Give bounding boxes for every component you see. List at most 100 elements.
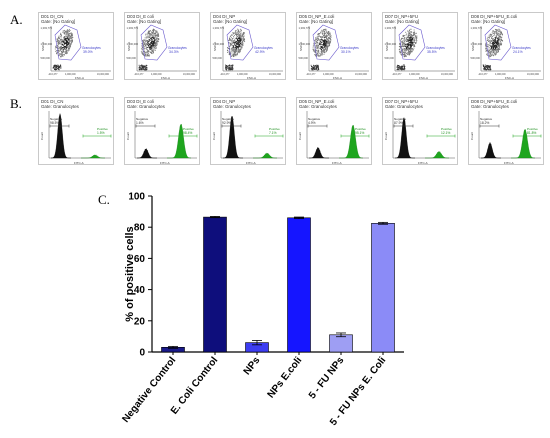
y-axis-label: SSC-A: [213, 42, 217, 51]
gate-label: Granulocytes: [426, 46, 445, 50]
row-label-b: B.: [10, 96, 22, 111]
y-tick-label: 1,000,000: [213, 42, 225, 46]
gate-label: Granulocytes: [82, 46, 101, 50]
y-tick-label: 500,000: [385, 56, 395, 60]
x-tick-label: -216,477: [134, 73, 144, 76]
scatter-panel-title: D03 DI_E coli Gate: [No Gating]: [127, 14, 162, 24]
y-tick-label: 1,000,000: [471, 42, 483, 46]
gate-percent: 30.1%: [341, 50, 351, 54]
x-tick-label: E. Coli Control: [169, 355, 221, 417]
positive-percent: 81.8%: [527, 131, 536, 135]
gate-label: Granulocytes: [340, 46, 359, 50]
histogram-panel-title: D07 DI_NP+5FU Gate: Granulocytes: [385, 99, 423, 109]
y-tick-label: 40: [134, 285, 146, 296]
x-tick-label: 16,000,000: [183, 73, 196, 76]
negative-percent: 1.6%: [136, 121, 144, 125]
y-tick-label: 100: [128, 192, 145, 203]
scatter-panel-title: D01 DI_CN Gate: [No Gating]: [41, 14, 76, 24]
scatter-panel: D08 DI_NP+5FU_E.coli Gate: [No Gating] 1,3…: [468, 12, 544, 80]
y-tick-label: 60: [134, 254, 146, 265]
positive-percent: 7.1%: [269, 131, 277, 135]
x-tick-label: Negative Control: [120, 355, 178, 425]
bar: [371, 223, 395, 353]
x-axis-label: FSC-A: [161, 76, 170, 80]
histogram-panel-title: D01 DI_CN Gate: Granulocytes: [41, 99, 79, 109]
positive-gate-label: Positive: [183, 127, 194, 131]
scatter-panel: D07 DI_NP+5FU Gate: [No Gating] 1,393,776 1…: [382, 12, 458, 80]
x-tick-label: -216,477: [48, 73, 58, 76]
y-axis-label: SSC-A: [385, 42, 389, 51]
x-tick-label: 16,000,000: [269, 73, 282, 76]
y-tick-label: 0: [139, 348, 145, 359]
y-tick-label: 500,000: [213, 56, 223, 60]
y-tick-label: 80: [134, 223, 146, 234]
y-axis-label: Count: [298, 132, 302, 140]
gate-label: Granulocytes: [254, 46, 273, 50]
x-tick-label: -216,477: [306, 73, 316, 76]
y-tick-label: 1,393,776: [471, 26, 483, 30]
x-tick-label: 16,000,000: [97, 73, 110, 76]
negative-gate-label: Negative: [50, 117, 62, 121]
x-axis-label: FITC-A: [160, 161, 170, 165]
gate-percent: 35.5%: [427, 50, 437, 54]
row-label-a: A.: [10, 12, 23, 27]
y-tick-label: 500,000: [127, 56, 137, 60]
y-axis-label: Count: [470, 132, 474, 140]
y-tick-label: 1,393,776: [213, 26, 225, 30]
x-axis-label: FSC-A: [247, 76, 256, 80]
x-tick-label: 4,000,000: [151, 73, 162, 76]
x-axis-label: FITC-A: [332, 161, 342, 165]
x-tick-label: 16,000,000: [441, 73, 454, 76]
gate-percent: 24.1%: [513, 50, 523, 54]
y-axis-label: Count: [126, 132, 130, 140]
x-tick-label: 4,000,000: [495, 73, 506, 76]
negative-percent: 87.9%: [394, 121, 403, 125]
y-tick-label: 500,000: [299, 56, 309, 60]
y-axis-label: SSC-A: [127, 42, 131, 51]
y-axis-label: Count: [212, 132, 216, 140]
histogram-panel: D01 DI_CN Gate: Granulocytes Count FITC-A Ne…: [38, 97, 114, 165]
scatter-panel: D01 DI_CN Gate: [No Gating] 1,393,776 1,000…: [38, 12, 114, 80]
x-axis-label: FITC-A: [74, 161, 84, 165]
y-tick-label: 1,393,776: [385, 26, 397, 30]
chart-axes: 0 20 40 60 80 100 % of positive cells: [124, 192, 404, 359]
histogram-panel-title: D05 DI_NP_E.coli Gate: Granulocytes: [299, 99, 337, 109]
x-axis-label: FITC-A: [504, 161, 514, 165]
y-axis-label: SSC-A: [41, 42, 45, 51]
positive-gate-label: Positive: [269, 127, 280, 131]
chart-bars: [161, 216, 395, 353]
y-tick-label: 1,000,000: [127, 42, 139, 46]
y-tick-label: 500,000: [41, 56, 51, 60]
y-tick-label: 1,393,776: [127, 26, 139, 30]
bar: [203, 216, 227, 353]
y-tick-label: 20: [134, 316, 146, 327]
row-label-c: C.: [98, 192, 110, 207]
y-axis-label: SSC-A: [299, 42, 303, 51]
x-tick-label: 4,000,000: [323, 73, 334, 76]
histogram-panel: D03 DI_E coli Gate: Granulocytes Count FITC…: [124, 97, 200, 165]
negative-percent: 98.5%: [50, 121, 59, 125]
x-axis-label: FITC-A: [418, 161, 428, 165]
y-axis-label: % of positive cells: [124, 226, 136, 321]
negative-gate-label: Negative: [308, 117, 320, 121]
negative-percent: 92.9%: [222, 121, 231, 125]
positive-percent: 98.4%: [183, 131, 192, 135]
x-tick-label: -216,477: [392, 73, 402, 76]
x-tick-label: 16,000,000: [355, 73, 368, 76]
x-tick-label: -216,477: [220, 73, 230, 76]
scatter-panel-title: D05 DI_NP_E.coli Gate: [No Gating]: [299, 14, 335, 24]
histogram-panel-title: D08 DI_NP+5FU_E.coli Gate: Granulocytes: [471, 99, 518, 109]
x-tick-label: 4,000,000: [237, 73, 248, 76]
x-tick-label: 16,000,000: [527, 73, 540, 76]
histogram-panel-title: D03 DI_E coli Gate: Granulocytes: [127, 99, 165, 109]
x-tick-label: NPs: [242, 355, 263, 377]
positive-percent: 12.1%: [441, 131, 450, 135]
x-tick-label: 4,000,000: [409, 73, 420, 76]
gate-label: Granulocytes: [168, 46, 187, 50]
y-tick-label: 1,000,000: [41, 42, 53, 46]
x-axis-label: FSC-A: [333, 76, 342, 80]
histogram-panel: D05 DI_NP_E.coli Gate: Granulocytes Count F…: [296, 97, 372, 165]
x-axis-label: FSC-A: [75, 76, 84, 80]
scatter-panel-title: D08 DI_NP+5FU_E.coli Gate: [No Gating]: [471, 14, 518, 24]
